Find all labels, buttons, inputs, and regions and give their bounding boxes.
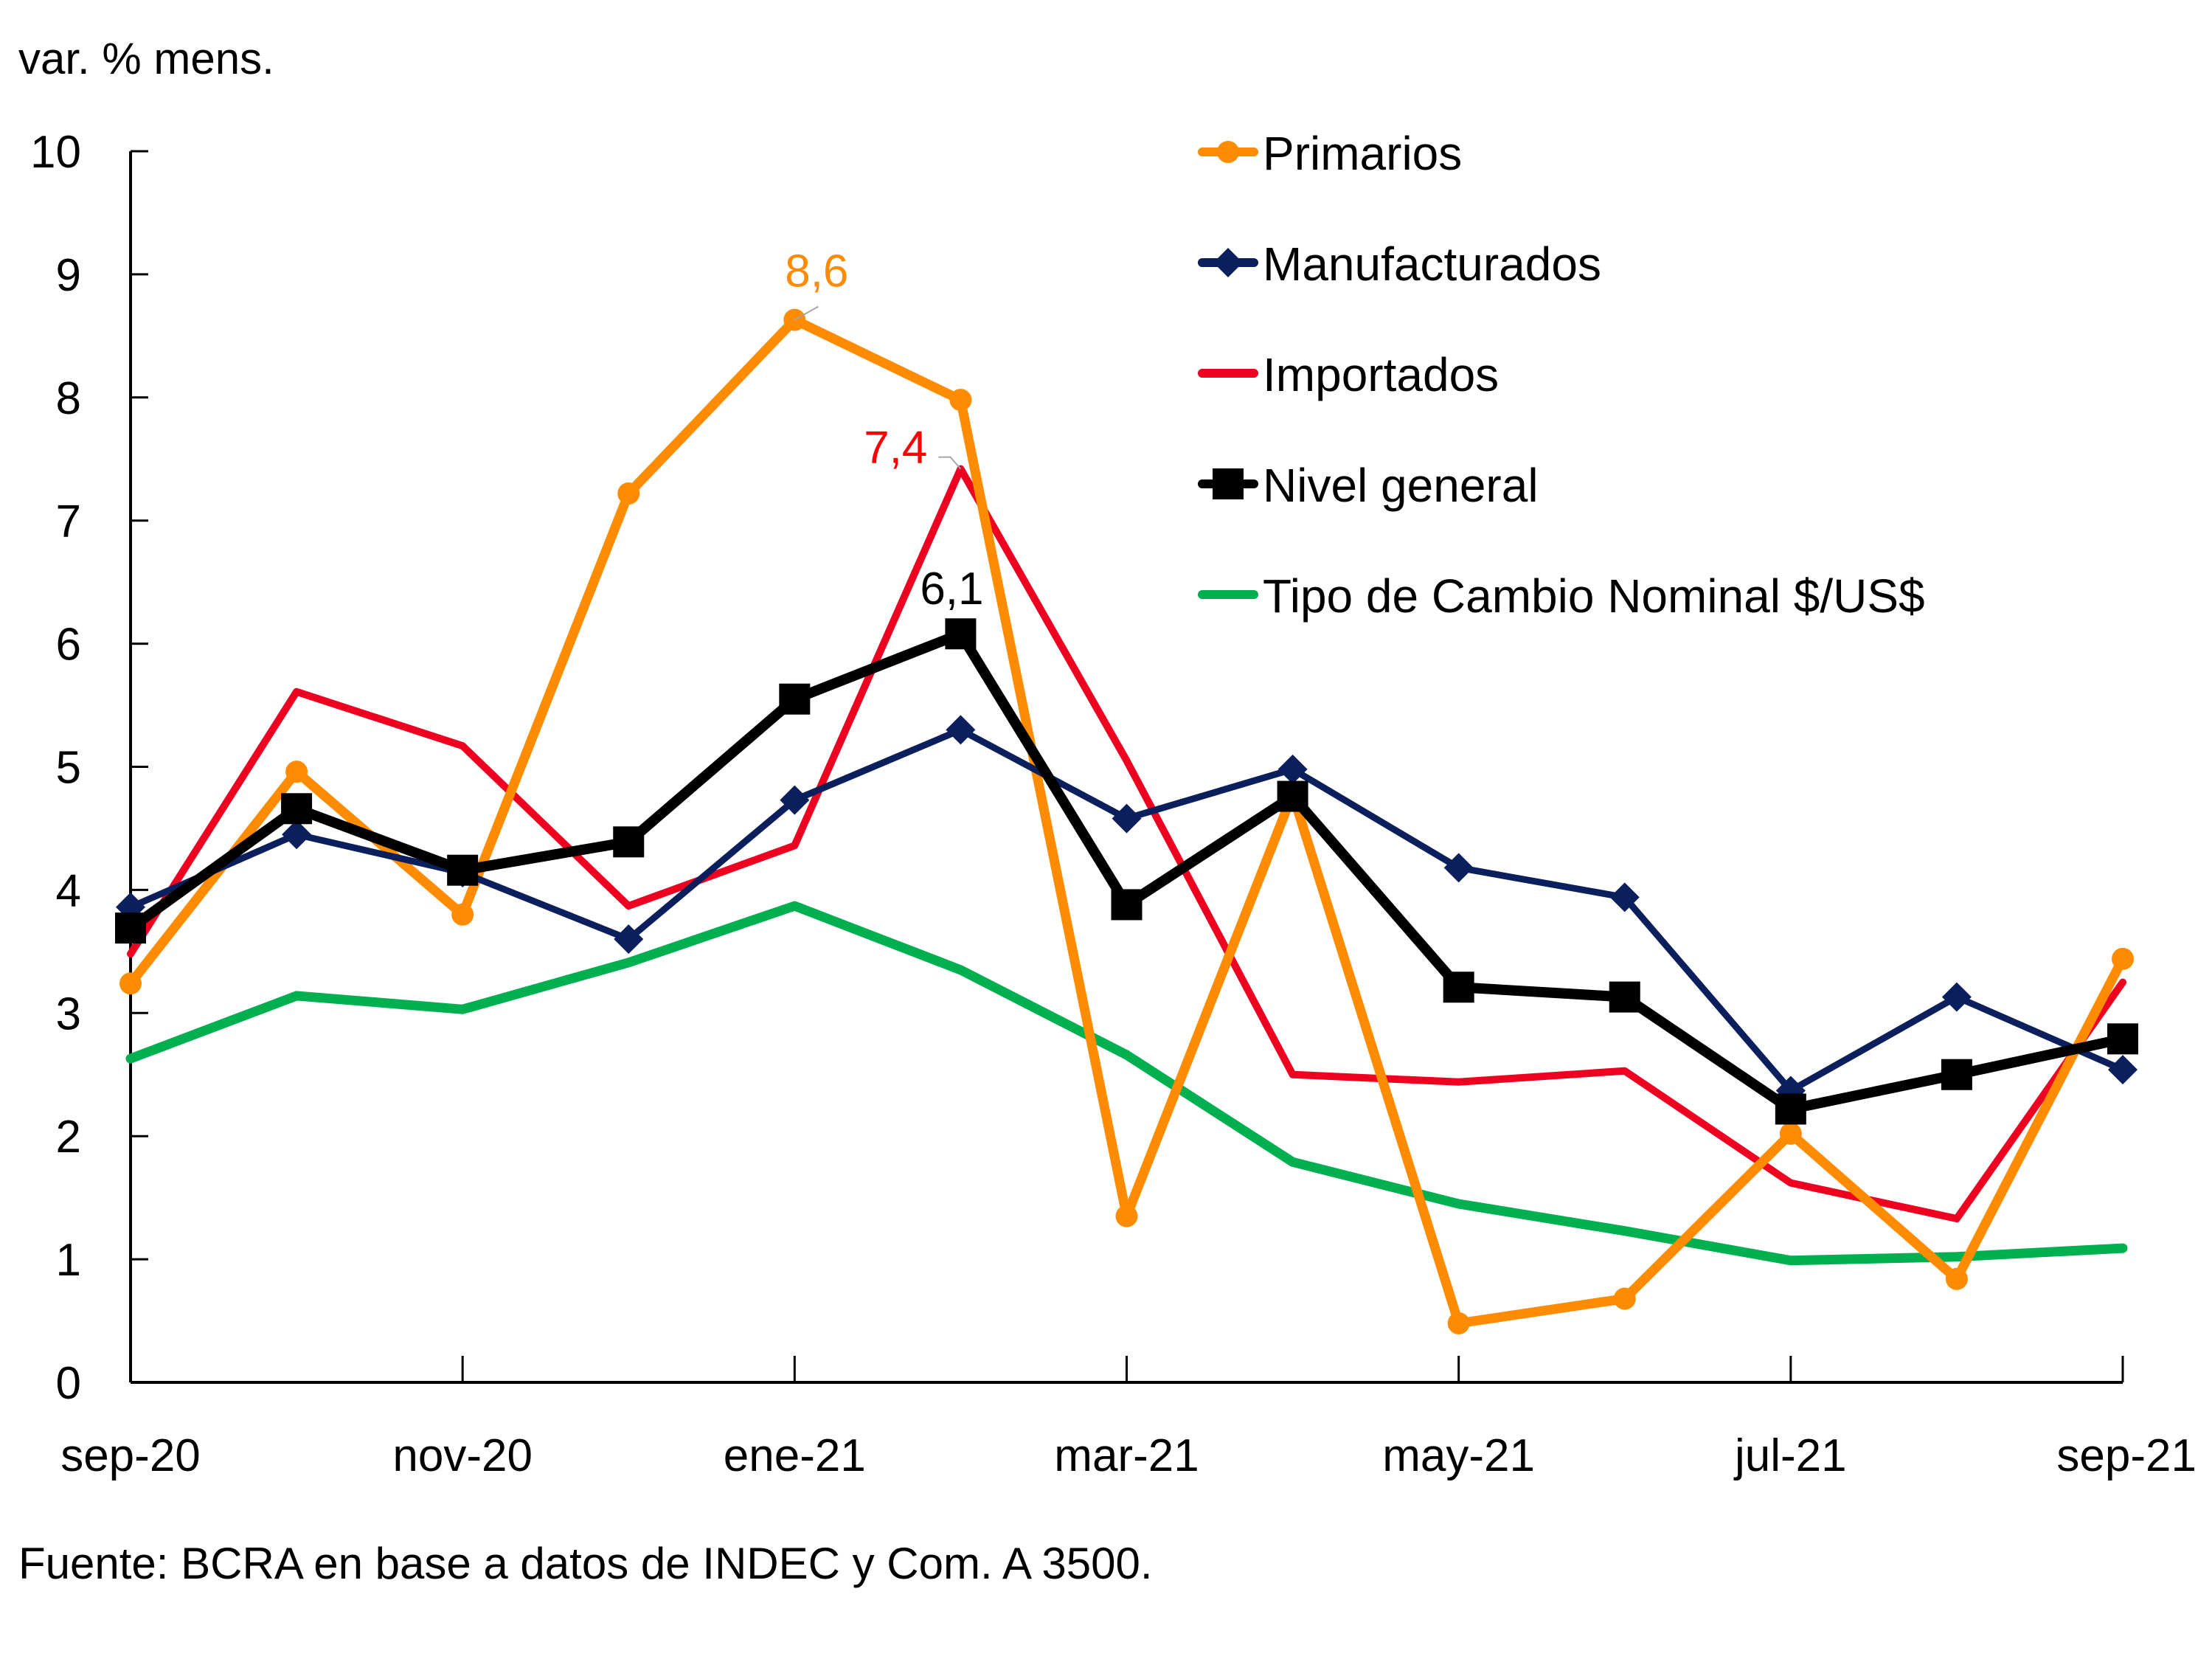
data-point-primarios [1613, 1287, 1636, 1310]
x-tick-label: nov-20 [392, 1430, 533, 1481]
data-point-manufacturados [614, 924, 644, 955]
legend-item: Primarios [1198, 127, 1462, 180]
series-nivel-general [115, 618, 2138, 1125]
data-point-primarios [2112, 947, 2134, 970]
source-note: Fuente: BCRA en base a datos de INDEC y … [18, 1539, 1153, 1588]
data-point-primarios [1779, 1122, 1802, 1145]
legend-item: Nivel general [1198, 459, 1539, 512]
y-tick-label: 1 [56, 1235, 81, 1286]
series-line-importados [127, 465, 2126, 1223]
data-point-nivel-general [1277, 780, 1308, 812]
x-tick-label: sep-20 [60, 1430, 201, 1481]
series-line-tipo-de-cambio-nominal-us [125, 901, 2128, 1266]
data-point-nivel-general [1609, 981, 1640, 1013]
legend: Primarios Manufacturados Importados Nivel g… [1198, 127, 1925, 623]
data-point-nivel-general [779, 683, 811, 715]
data-point-nivel-general [447, 854, 479, 886]
x-tick-label: sep-21 [2056, 1430, 2197, 1481]
data-point-primarios [1115, 1205, 1138, 1227]
data-point-primarios [119, 972, 142, 995]
y-tick-label: 6 [56, 620, 81, 671]
y-axis-label: var. % mens. [18, 34, 274, 83]
data-point-primarios [451, 903, 474, 926]
legend-marker [1213, 248, 1243, 277]
series-importados [127, 465, 2126, 1223]
x-tick-label: ene-21 [724, 1430, 866, 1481]
data-label: 6,1 [920, 564, 983, 614]
data-point-manufacturados [1609, 882, 1640, 912]
series-line-nivel-general [125, 628, 2128, 1115]
y-tick-label: 3 [56, 988, 81, 1039]
legend-marker [1217, 141, 1239, 163]
legend-item: Importados [1198, 348, 1499, 401]
x-tick-label: may-21 [1382, 1430, 1535, 1481]
y-tick-label: 7 [56, 496, 81, 547]
series-layer [115, 308, 2138, 1334]
data-point-manufacturados [282, 820, 312, 850]
x-axis: sep-20 nov-20 ene-21 mar-21 may-21 jul-21 sep-… [60, 1356, 2197, 1481]
legend-marker [1213, 468, 1244, 499]
data-point-nivel-general [1443, 971, 1474, 1003]
series-tipo-de-cambio-nominal-us [125, 901, 2128, 1266]
data-point-nivel-general [2107, 1023, 2138, 1055]
y-tick-label: 5 [56, 743, 81, 794]
data-point-manufacturados [1941, 982, 1972, 1012]
data-point-manufacturados [780, 785, 810, 815]
legend-label: Nivel general [1263, 459, 1539, 512]
data-label: 8,6 [785, 246, 848, 297]
data-point-nivel-general [1111, 889, 1143, 921]
annotation-leader [794, 305, 819, 321]
y-tick-label: 9 [56, 250, 81, 301]
legend-label: Primarios [1263, 127, 1462, 180]
data-point-manufacturados [1443, 853, 1474, 883]
legend-item: Tipo de Cambio Nominal $/US$ [1198, 569, 1925, 623]
annotation-leader [938, 456, 962, 470]
data-point-nivel-general [945, 618, 977, 650]
legend-label: Importados [1263, 348, 1499, 401]
y-tick-label: 10 [30, 127, 81, 178]
annotations: 8,6 7,4 6,1 [785, 246, 983, 615]
y-tick-label: 0 [56, 1358, 81, 1409]
legend-label: Manufacturados [1263, 238, 1601, 291]
data-point-nivel-general [115, 912, 146, 944]
data-point-nivel-general [1941, 1059, 1972, 1090]
data-point-primarios [285, 761, 308, 783]
data-label: 7,4 [864, 423, 927, 474]
data-point-nivel-general [1775, 1093, 1806, 1125]
legend-label: Tipo de Cambio Nominal $/US$ [1263, 569, 1925, 623]
y-tick-label: 2 [56, 1112, 81, 1163]
data-point-nivel-general [281, 793, 313, 825]
data-point-nivel-general [613, 826, 645, 858]
data-point-primarios [949, 389, 972, 412]
data-point-manufacturados [1112, 803, 1142, 834]
data-point-primarios [617, 482, 640, 505]
x-tick-label: jul-21 [1733, 1430, 1847, 1481]
data-point-manufacturados [1277, 754, 1308, 784]
data-point-manufacturados [946, 715, 976, 745]
y-tick-label: 8 [56, 373, 81, 424]
legend-item: Manufacturados [1198, 238, 1601, 291]
data-point-primarios [1945, 1267, 1968, 1290]
data-point-primarios [1447, 1312, 1470, 1334]
x-tick-label: mar-21 [1054, 1430, 1199, 1481]
y-tick-label: 4 [56, 865, 81, 916]
y-axis: 0 1 2 3 4 5 6 7 8 9 10 [30, 127, 148, 1409]
data-point-manufacturados [2108, 1055, 2138, 1085]
